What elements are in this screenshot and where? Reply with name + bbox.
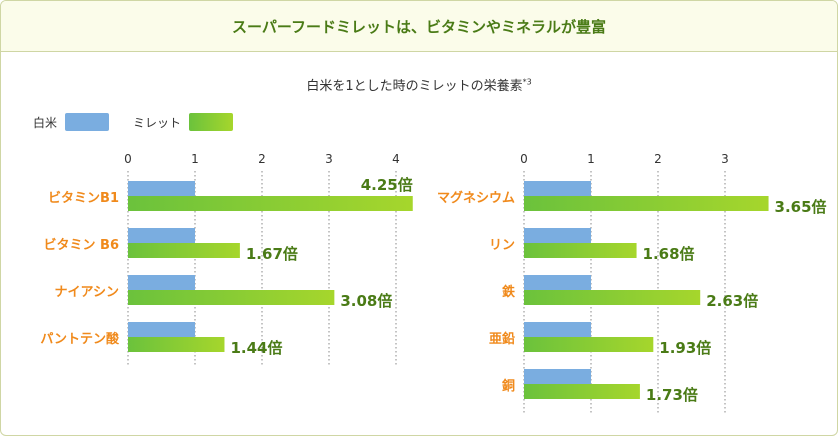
millet-bar [128, 337, 225, 352]
rice-bar [524, 275, 591, 290]
category-label: パントテン酸 [40, 331, 120, 347]
millet-bar [524, 337, 654, 352]
rice-bar [524, 228, 591, 243]
legend-label-rice: 白米 [33, 115, 58, 130]
subtitle-text: 白米を1とした時のミレットの栄養素 [306, 79, 523, 94]
value-label: 3.65倍 [775, 198, 827, 216]
rice-bar [128, 228, 195, 243]
rice-bar [524, 322, 591, 337]
tick-label: 1 [191, 152, 199, 166]
rice-bar [524, 181, 591, 196]
category-label: 鉄 [502, 284, 515, 300]
value-label: 2.63倍 [706, 292, 758, 310]
legend-swatch-rice [65, 113, 110, 131]
millet-bar [128, 196, 413, 211]
category-label: ビタミン B6 [44, 237, 119, 253]
category-label: リン [489, 238, 515, 253]
category-label: マグネシウム [437, 190, 515, 206]
chart-subtitle: 白米を1とした時のミレットの栄養素*3 [1, 75, 837, 94]
rice-bar [524, 369, 591, 384]
millet-bar [524, 384, 640, 399]
tick-label: 0 [124, 152, 132, 166]
value-label: 3.08倍 [340, 292, 392, 310]
tick-label: 4 [392, 152, 400, 166]
millet-bar [128, 243, 240, 258]
legend-item-millet: ミレット [133, 113, 234, 131]
tick-label: 2 [258, 152, 266, 166]
category-label: ナイアシン [55, 285, 119, 300]
legend-label-millet: ミレット [133, 115, 182, 130]
tick-label: 3 [325, 152, 333, 166]
rice-bar [128, 275, 195, 290]
category-label: 亜鉛 [489, 331, 515, 347]
value-label: 4.25倍 [361, 176, 413, 194]
tick-label: 3 [721, 152, 729, 166]
millet-bar [524, 243, 637, 258]
legend-item-rice: 白米 [33, 113, 110, 131]
header-title: スーパーフードミレットは、ビタミンやミネラルが豊富 [232, 17, 606, 36]
legend-swatch-millet [189, 113, 234, 131]
rice-bar [128, 181, 195, 196]
tick-label: 0 [520, 152, 528, 166]
category-label: ビタミンB1 [48, 190, 119, 206]
value-label: 1.73倍 [646, 386, 698, 404]
millet-bar [524, 290, 701, 305]
category-label: 銅 [502, 378, 515, 394]
tick-label: 2 [654, 152, 662, 166]
millet-bar [128, 290, 335, 305]
value-label: 1.93倍 [659, 339, 711, 357]
value-label: 1.67倍 [246, 245, 298, 263]
value-label: 1.68倍 [643, 245, 695, 263]
tick-label: 1 [587, 152, 595, 166]
chart-header: スーパーフードミレットは、ビタミンやミネラルが豊富 [1, 1, 837, 52]
rice-bar [128, 322, 195, 337]
millet-bar [524, 196, 769, 211]
value-label: 1.44倍 [230, 339, 282, 357]
subtitle-note: *3 [522, 77, 532, 87]
